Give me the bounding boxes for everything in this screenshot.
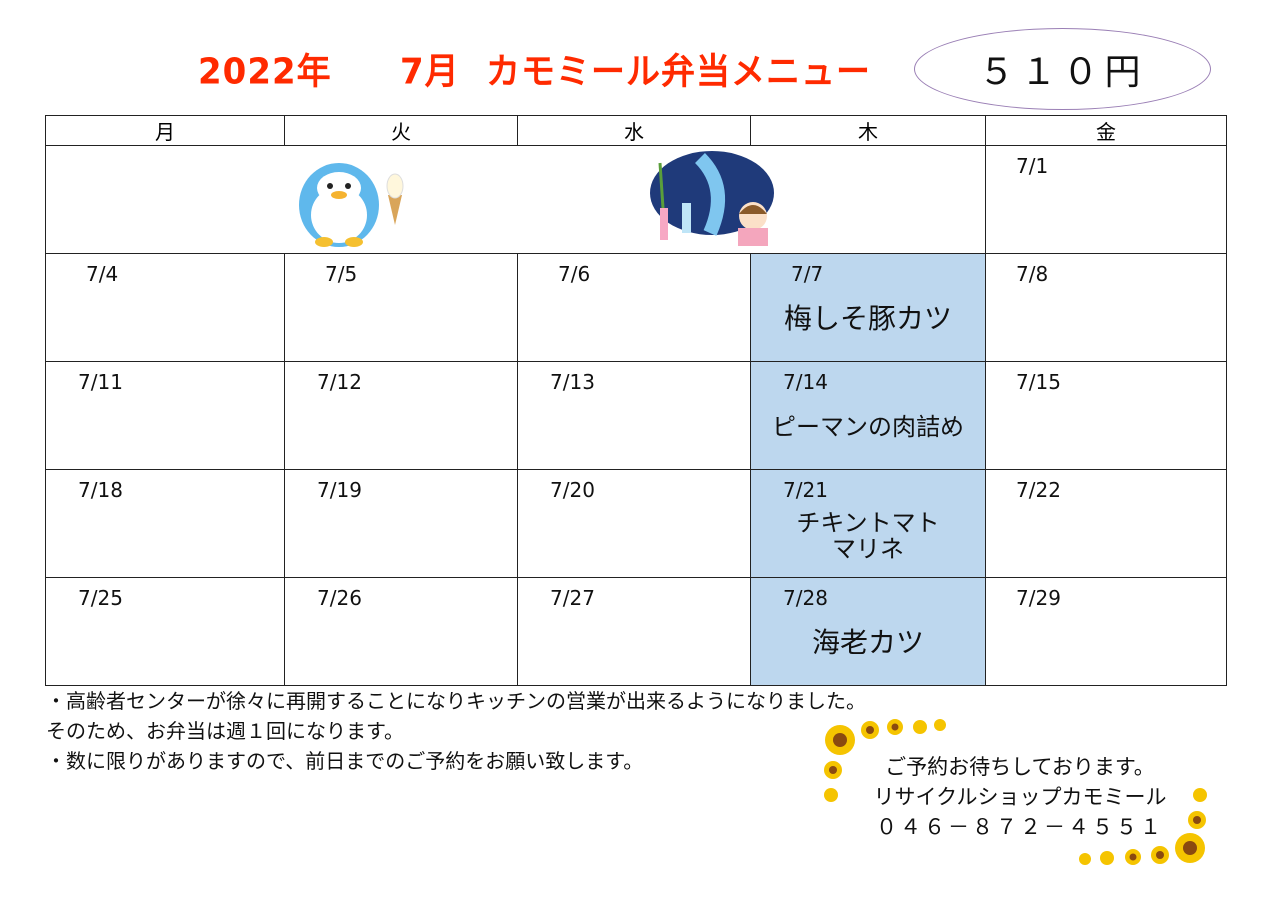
day-date: 7/21 [783, 478, 828, 502]
day-cell: 7/22 [985, 469, 1227, 578]
week-row: 7/18 7/19 7/20 7/21 チキントマト マリネ 7/22 [45, 469, 1227, 578]
day-cell: 7/1 [985, 145, 1227, 254]
day-cell: 7/12 [284, 361, 518, 470]
day-date: 7/29 [1016, 586, 1061, 610]
day-cell: 7/19 [284, 469, 518, 578]
day-cell: 7/4 [45, 253, 285, 362]
day-cell: 7/13 [517, 361, 751, 470]
tanabata-icon [650, 151, 774, 246]
shop-name: リサイクルショップカモミール [873, 785, 1167, 809]
day-cell: 7/5 [284, 253, 518, 362]
day-date: 7/1 [1016, 154, 1049, 178]
day-cell: 7/15 [985, 361, 1227, 470]
day-date: 7/13 [550, 370, 595, 394]
day-cell: 7/8 [985, 253, 1227, 362]
menu-item: ピーマンの肉詰め [772, 413, 964, 441]
day-cell: 7/27 [517, 577, 751, 686]
day-date: 7/20 [550, 478, 595, 502]
day-date: 7/4 [86, 262, 119, 286]
day-cell: 7/21 チキントマト マリネ [750, 469, 986, 578]
day-cell: 7/14 ピーマンの肉詰め [750, 361, 986, 470]
weekday-header: 金 [985, 115, 1227, 146]
day-cell: 7/11 [45, 361, 285, 470]
note-line: ・高齢者センターが徐々に再開することになりキッチンの営業が出来るようになりました… [46, 689, 866, 713]
day-cell: 7/7 梅しそ豚カツ [750, 253, 986, 362]
day-cell: 7/29 [985, 577, 1227, 686]
day-date: 7/26 [317, 586, 362, 610]
day-date: 7/25 [78, 586, 123, 610]
day-cell: 7/25 [45, 577, 285, 686]
notes: ・高齢者センターが徐々に再開することになりキッチンの営業が出来るようになりました… [46, 686, 866, 776]
day-cell: 7/20 [517, 469, 751, 578]
day-cell: 7/6 [517, 253, 751, 362]
penguin-icon [299, 163, 404, 247]
note-line: ・数に限りがありますので、前日までのご予約をお願い致します。 [46, 749, 644, 773]
month-title: 7月 [400, 51, 460, 94]
day-date: 7/19 [317, 478, 362, 502]
day-date: 7/11 [78, 370, 123, 394]
day-date: 7/15 [1016, 370, 1061, 394]
reservation-message: ご予約お待ちしております。 [885, 755, 1155, 779]
price-badge: ５１０円 [914, 28, 1211, 110]
day-date: 7/14 [783, 370, 828, 394]
day-cell: 7/26 [284, 577, 518, 686]
week-row: 7/4 7/5 7/6 7/7 梅しそ豚カツ 7/8 [45, 253, 1227, 362]
weekday-header: 水 [517, 115, 751, 146]
day-date: 7/27 [550, 586, 595, 610]
day-date: 7/7 [791, 262, 824, 286]
week-row: 7/11 7/12 7/13 7/14 ピーマンの肉詰め 7/15 [45, 361, 1227, 470]
day-date: 7/5 [325, 262, 358, 286]
note-line: そのため、お弁当は週１回になります。 [46, 719, 404, 743]
weekday-header: 月 [45, 115, 285, 146]
page-title: カモミール弁当メニュー [486, 51, 871, 94]
sunflower-border-icon [824, 719, 1207, 865]
day-date: 7/18 [78, 478, 123, 502]
day-date: 7/22 [1016, 478, 1061, 502]
day-date: 7/28 [783, 586, 828, 610]
menu-item: チキントマト マリネ [796, 509, 940, 564]
menu-item: 海老カツ [811, 626, 924, 659]
day-date: 7/8 [1016, 262, 1049, 286]
day-cell: 7/28 海老カツ [750, 577, 986, 686]
menu-calendar: 月火水木金 7/1 7/4 7/5 7/6 7/7 梅しそ豚カツ 7/8 7/11 7/12 7/… [45, 115, 1227, 686]
contact-info: ご予約お待ちしております。 リサイクルショップカモミール ０４６－８７２－４５５… [820, 752, 1220, 842]
illustration-cell [45, 145, 986, 254]
menu-item: 梅しそ豚カツ [783, 302, 952, 335]
week-row: 7/25 7/26 7/27 7/28 海老カツ 7/29 [45, 577, 1227, 686]
day-date: 7/6 [558, 262, 591, 286]
day-cell: 7/18 [45, 469, 285, 578]
weekday-header: 木 [750, 115, 986, 146]
year-title: 2022年 [198, 51, 332, 94]
week-row: 7/1 [45, 145, 1227, 254]
day-date: 7/12 [317, 370, 362, 394]
phone-number: ０４６－８７２－４５５１ [876, 815, 1164, 839]
weekday-header: 火 [284, 115, 518, 146]
